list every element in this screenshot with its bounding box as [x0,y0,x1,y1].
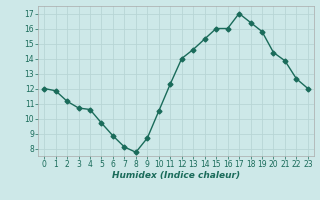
X-axis label: Humidex (Indice chaleur): Humidex (Indice chaleur) [112,171,240,180]
